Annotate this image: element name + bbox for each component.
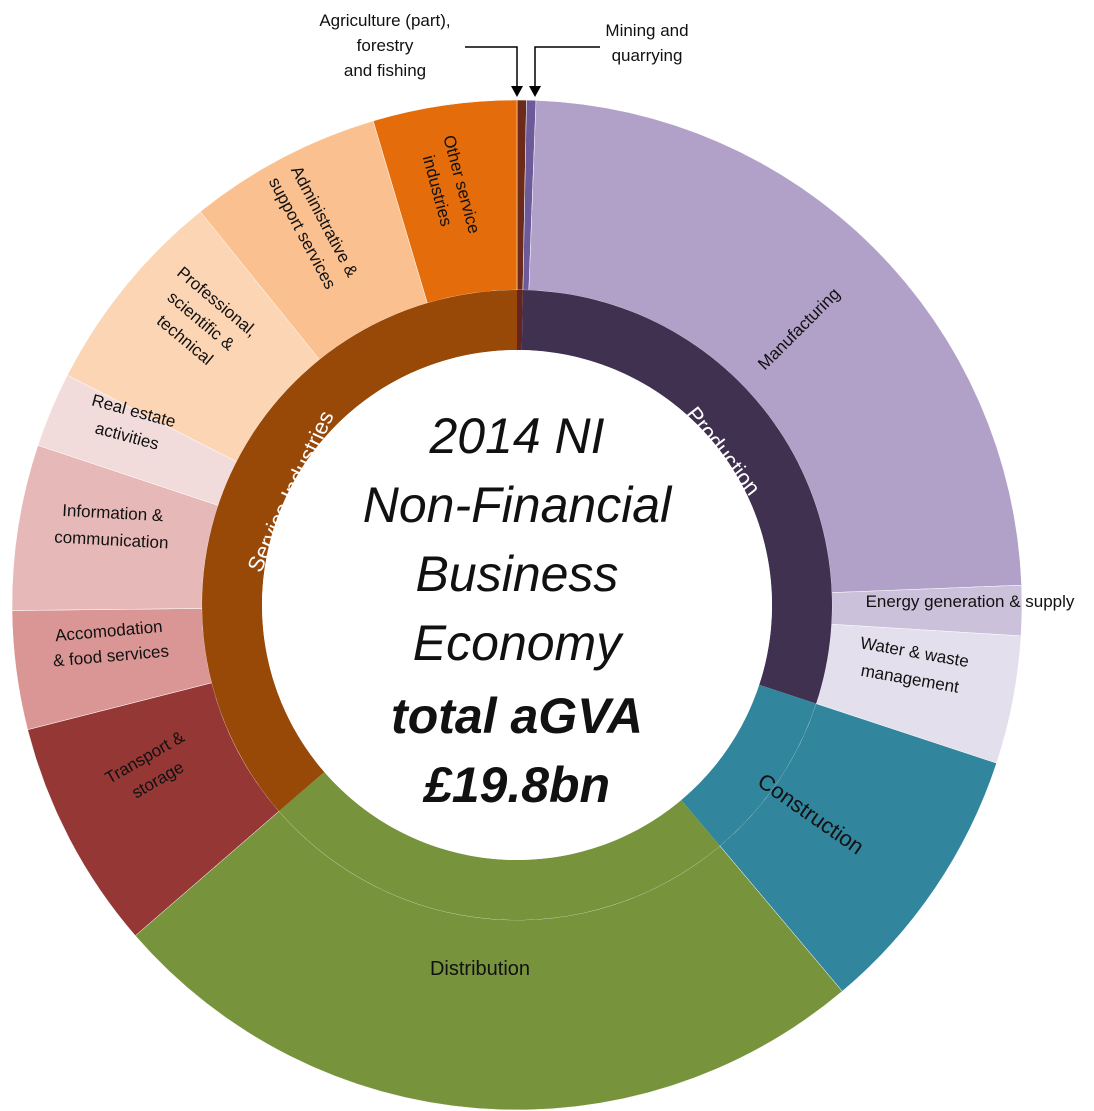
leader-line [465, 46, 518, 90]
center-title: Business [416, 546, 619, 602]
center-title: Non-Financial [363, 477, 673, 533]
segment-label: Mining and quarrying [605, 21, 688, 65]
label-line: Distribution [430, 958, 530, 980]
rings [11, 99, 1023, 1111]
center-total: total aGVA [391, 688, 643, 744]
arrowhead [511, 86, 523, 97]
inner-segment [681, 684, 817, 846]
inner-segment [517, 290, 523, 351]
center-circle [262, 350, 772, 860]
segment-label: Information &communication [54, 501, 171, 553]
segment-label: Distribution [430, 958, 530, 980]
center-total: £19.8bn [422, 757, 610, 813]
leader-line [534, 46, 600, 90]
inner-segment [202, 290, 517, 812]
inner-segment [521, 290, 832, 704]
center-title: 2014 NI [428, 408, 604, 464]
arrowhead [529, 86, 541, 97]
label-line: Agriculture (part), [319, 11, 450, 30]
label-line: Mining and [605, 21, 688, 40]
label-line: Energy generation & supply [866, 592, 1075, 611]
label-line: forestry [357, 36, 414, 55]
label-line: quarrying [612, 46, 683, 65]
inner-segment [278, 771, 720, 920]
segment-label: Agriculture (part), forestry and fishing [319, 11, 450, 80]
label-line: and fishing [344, 61, 426, 80]
center-title: Economy [413, 615, 624, 671]
segment-label: Energy generation & supply [866, 592, 1075, 611]
